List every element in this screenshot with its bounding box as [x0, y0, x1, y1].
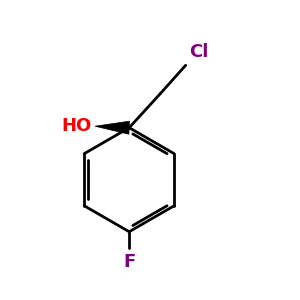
Polygon shape — [95, 121, 130, 134]
Text: HO: HO — [62, 117, 92, 135]
Text: Cl: Cl — [189, 43, 208, 61]
Text: F: F — [123, 253, 135, 271]
